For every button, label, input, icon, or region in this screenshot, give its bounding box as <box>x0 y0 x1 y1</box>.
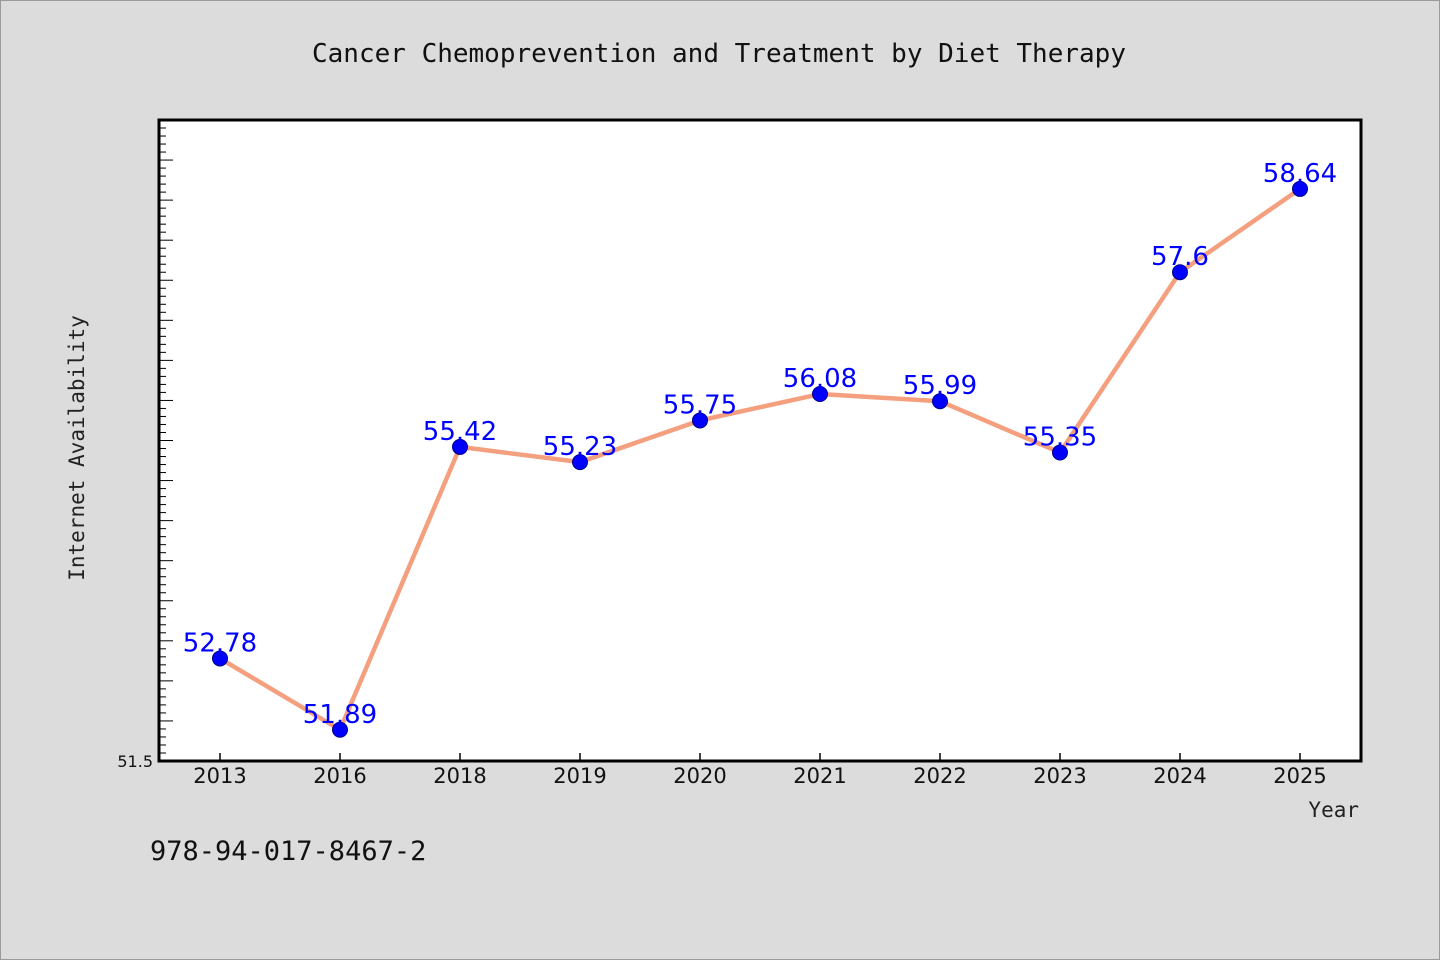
plot-border <box>157 118 1363 763</box>
data-point <box>1292 180 1308 197</box>
series <box>217 186 1303 733</box>
x-tick-label: 2018 <box>433 764 486 788</box>
x-axis-label: Year <box>1308 798 1359 822</box>
data-point <box>812 386 828 403</box>
data-point <box>1172 264 1188 281</box>
data-label: 55.99 <box>903 371 977 401</box>
x-tick-label: 2022 <box>913 764 966 788</box>
data-point <box>572 454 588 471</box>
x-tick-label: 2013 <box>193 764 246 788</box>
series-line <box>217 186 1303 733</box>
data-point <box>932 393 948 410</box>
data-point <box>452 438 468 455</box>
footer-code: 978-94-017-8467-2 <box>150 836 427 867</box>
x-tick-label: 2023 <box>1033 764 1086 788</box>
y-tick-labels: 51.5 <box>117 752 153 771</box>
x-tick-label: 2016 <box>313 764 366 788</box>
data-label: 55.35 <box>1023 423 1097 453</box>
data-label: 58.64 <box>1263 159 1337 189</box>
plot-area <box>159 120 1361 761</box>
data-label: 55.75 <box>663 390 737 420</box>
data-point <box>1052 444 1068 461</box>
x-tick-label: 2020 <box>673 764 726 788</box>
x-tick-label: 2019 <box>553 764 606 788</box>
chart-title: Cancer Chemoprevention and Treatment by … <box>312 39 1126 69</box>
y-axis-label: Internet Availability <box>65 315 89 581</box>
data-label: 51.89 <box>303 700 377 730</box>
data-point <box>212 650 228 667</box>
markers <box>212 180 1308 738</box>
x-tick-label: 2021 <box>793 764 846 788</box>
data-label: 57.6 <box>1151 242 1209 272</box>
data-label: 55.23 <box>543 432 617 462</box>
x-tick-label: 2025 <box>1273 764 1326 788</box>
data-labels: 52.78 51.89 55.42 55.23 55.75 56.08 55.99 55.35… <box>183 159 1337 730</box>
x-tick-labels: 2013 2016 2018 2019 2020 2021 2022 2023 2024 2025 <box>193 764 1326 788</box>
data-point <box>692 412 708 429</box>
data-point <box>332 721 348 738</box>
x-tick-label: 2024 <box>1153 764 1206 788</box>
data-label: 52.78 <box>183 628 257 658</box>
y-tick-label: 51.5 <box>117 752 153 771</box>
data-label: 56.08 <box>783 364 857 394</box>
data-label: 55.42 <box>423 417 497 447</box>
